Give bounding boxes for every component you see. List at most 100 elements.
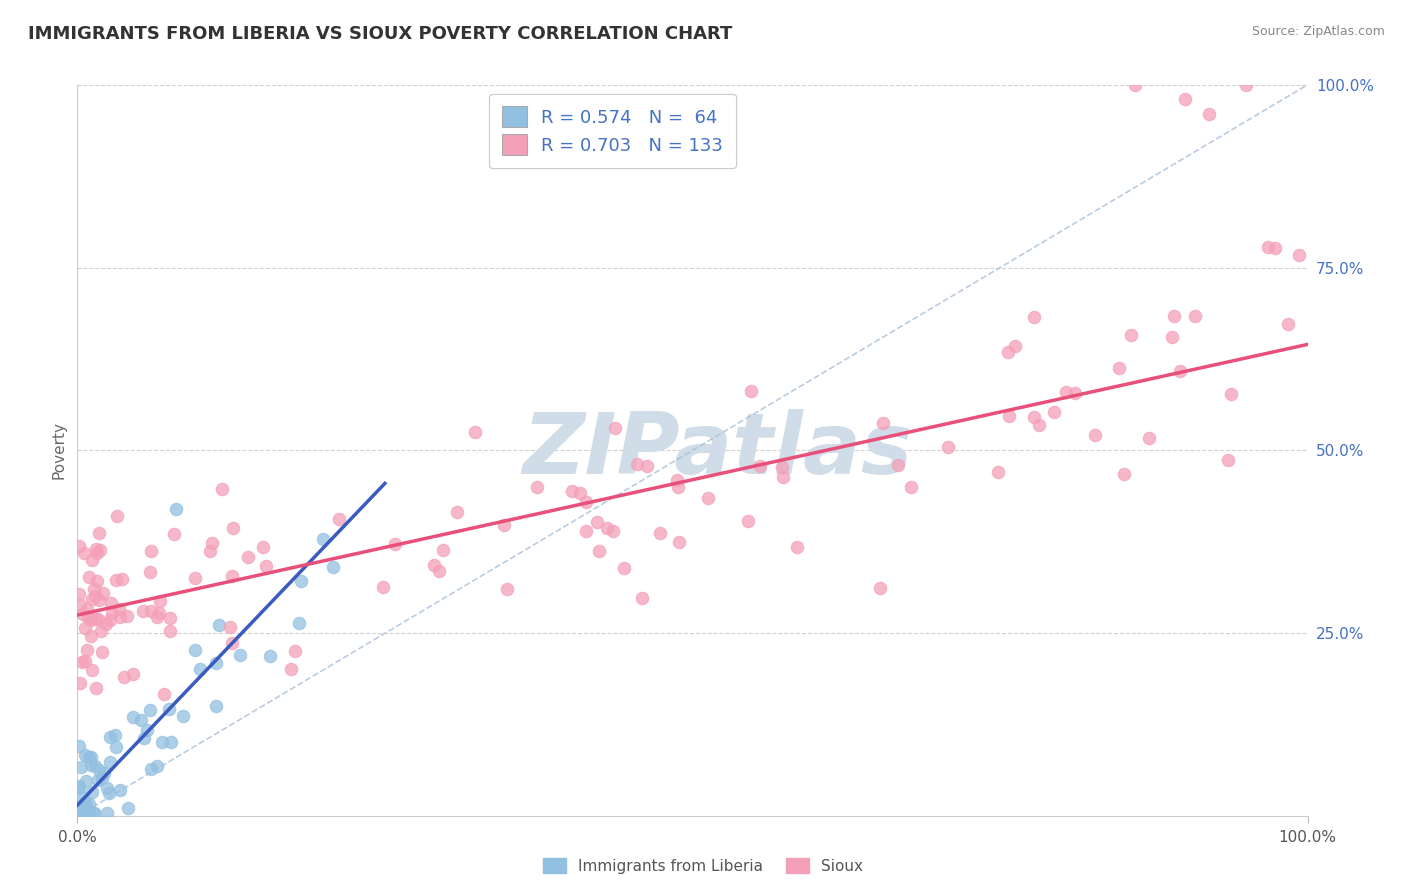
Point <box>77 749 100 764</box>
Point <box>772 470 794 484</box>
Point <box>561 483 583 498</box>
Point <box>98 613 121 627</box>
Point <box>146 610 169 624</box>
Point <box>70 805 93 820</box>
Point <box>75 774 97 789</box>
Point <box>67 781 90 796</box>
Point <box>73 747 96 762</box>
Point <box>150 735 173 749</box>
Point <box>148 606 170 620</box>
Point <box>96 781 118 796</box>
Point <box>90 645 112 659</box>
Point <box>1184 310 1206 324</box>
Point <box>288 616 311 631</box>
Point <box>117 800 139 814</box>
Point <box>1108 361 1130 376</box>
Point <box>1277 317 1299 331</box>
Point <box>122 667 145 681</box>
Point <box>384 537 406 551</box>
Point <box>204 657 226 671</box>
Point <box>87 772 110 787</box>
Point <box>1216 453 1239 467</box>
Point <box>136 723 159 738</box>
Point <box>112 670 135 684</box>
Point <box>259 649 281 664</box>
Point <box>75 654 97 668</box>
Point <box>91 771 114 785</box>
Point <box>98 731 121 745</box>
Point <box>1004 339 1026 353</box>
Point <box>1064 386 1087 401</box>
Point <box>80 629 103 643</box>
Text: ZIPatlas: ZIPatlas <box>522 409 912 492</box>
Point <box>211 482 233 496</box>
Point <box>80 785 103 799</box>
Point <box>86 546 108 560</box>
Text: Source: ZipAtlas.com: Source: ZipAtlas.com <box>1251 25 1385 38</box>
Y-axis label: Poverty: Poverty <box>51 421 66 480</box>
Point <box>1043 405 1066 419</box>
Point <box>84 758 107 772</box>
Point <box>575 524 598 539</box>
Point <box>80 757 103 772</box>
Point <box>1163 309 1185 323</box>
Point <box>887 458 910 473</box>
Point <box>1022 410 1045 425</box>
Point <box>997 345 1019 359</box>
Point <box>69 805 91 820</box>
Point <box>254 559 277 574</box>
Point <box>87 612 110 626</box>
Point <box>221 569 243 583</box>
Point <box>87 526 110 541</box>
Point <box>163 526 186 541</box>
Point <box>139 604 162 618</box>
Point <box>1174 92 1197 106</box>
Point <box>749 458 772 473</box>
Point <box>111 572 134 586</box>
Point <box>75 798 97 813</box>
Point <box>72 607 94 622</box>
Point <box>650 526 672 541</box>
Point <box>69 799 91 814</box>
Point <box>1028 417 1050 432</box>
Point <box>94 617 117 632</box>
Point <box>697 491 720 505</box>
Point <box>100 596 122 610</box>
Point <box>1054 384 1077 399</box>
Point <box>526 480 548 494</box>
Legend: Immigrants from Liberia, Sioux: Immigrants from Liberia, Sioux <box>537 852 869 880</box>
Point <box>198 544 221 558</box>
Point <box>89 542 111 557</box>
Point <box>69 789 91 804</box>
Point <box>998 409 1021 423</box>
Point <box>201 535 224 549</box>
Point <box>149 594 172 608</box>
Point <box>67 739 90 753</box>
Point <box>311 532 333 546</box>
Point <box>1234 78 1257 92</box>
Point <box>73 621 96 635</box>
Point <box>98 755 121 769</box>
Point <box>80 613 103 627</box>
Point <box>328 512 350 526</box>
Point <box>77 569 100 583</box>
Point <box>666 480 689 494</box>
Point <box>132 604 155 618</box>
Point <box>105 508 128 523</box>
Point <box>464 425 486 439</box>
Point <box>1219 387 1241 401</box>
Point <box>159 624 181 638</box>
Point <box>1288 248 1310 262</box>
Point <box>79 750 101 764</box>
Point <box>221 521 243 535</box>
Point <box>1121 327 1143 342</box>
Point <box>80 663 103 677</box>
Point <box>104 739 127 754</box>
Point <box>936 440 959 454</box>
Point <box>602 524 624 538</box>
Point <box>626 458 648 472</box>
Point <box>139 762 162 776</box>
Legend: R = 0.574   N =  64, R = 0.703   N = 133: R = 0.574 N = 64, R = 0.703 N = 133 <box>489 94 735 168</box>
Point <box>73 805 96 819</box>
Point <box>1114 467 1136 482</box>
